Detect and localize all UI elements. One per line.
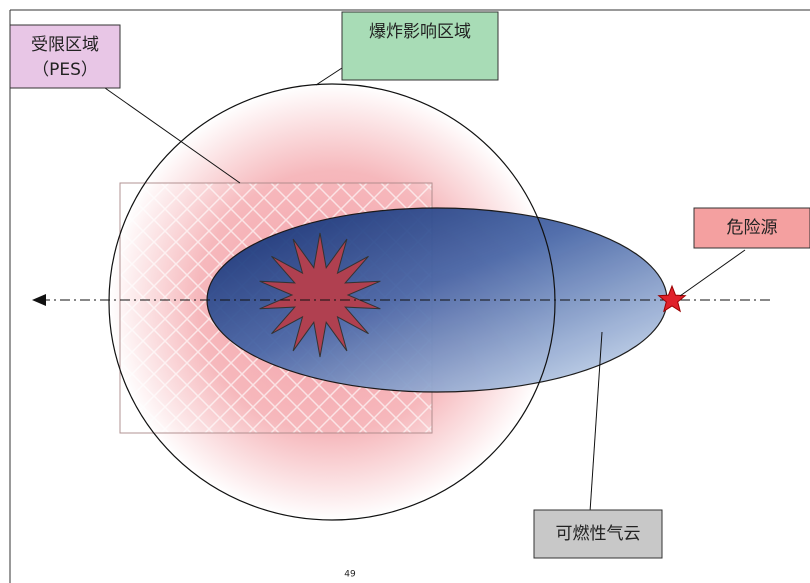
- explosion: [259, 232, 381, 358]
- source-box: [693, 207, 810, 249]
- impact-box: [341, 11, 499, 81]
- page-number: 49: [344, 570, 356, 580]
- impact-label: 爆炸影响区域: [369, 22, 471, 42]
- leader-lines: [104, 67, 746, 513]
- impact-outline: [108, 83, 556, 521]
- arrow-head: [32, 294, 46, 306]
- pes-label: （PES）: [32, 60, 98, 80]
- pes-label: 受限区域: [31, 35, 99, 55]
- pes-box: [9, 24, 121, 89]
- hazard-star: [657, 284, 687, 313]
- cloud-label: 可燃性气云: [556, 524, 641, 544]
- cloud-box: [533, 509, 663, 559]
- frame: [9, 9, 810, 583]
- source-label: 危险源: [727, 218, 778, 238]
